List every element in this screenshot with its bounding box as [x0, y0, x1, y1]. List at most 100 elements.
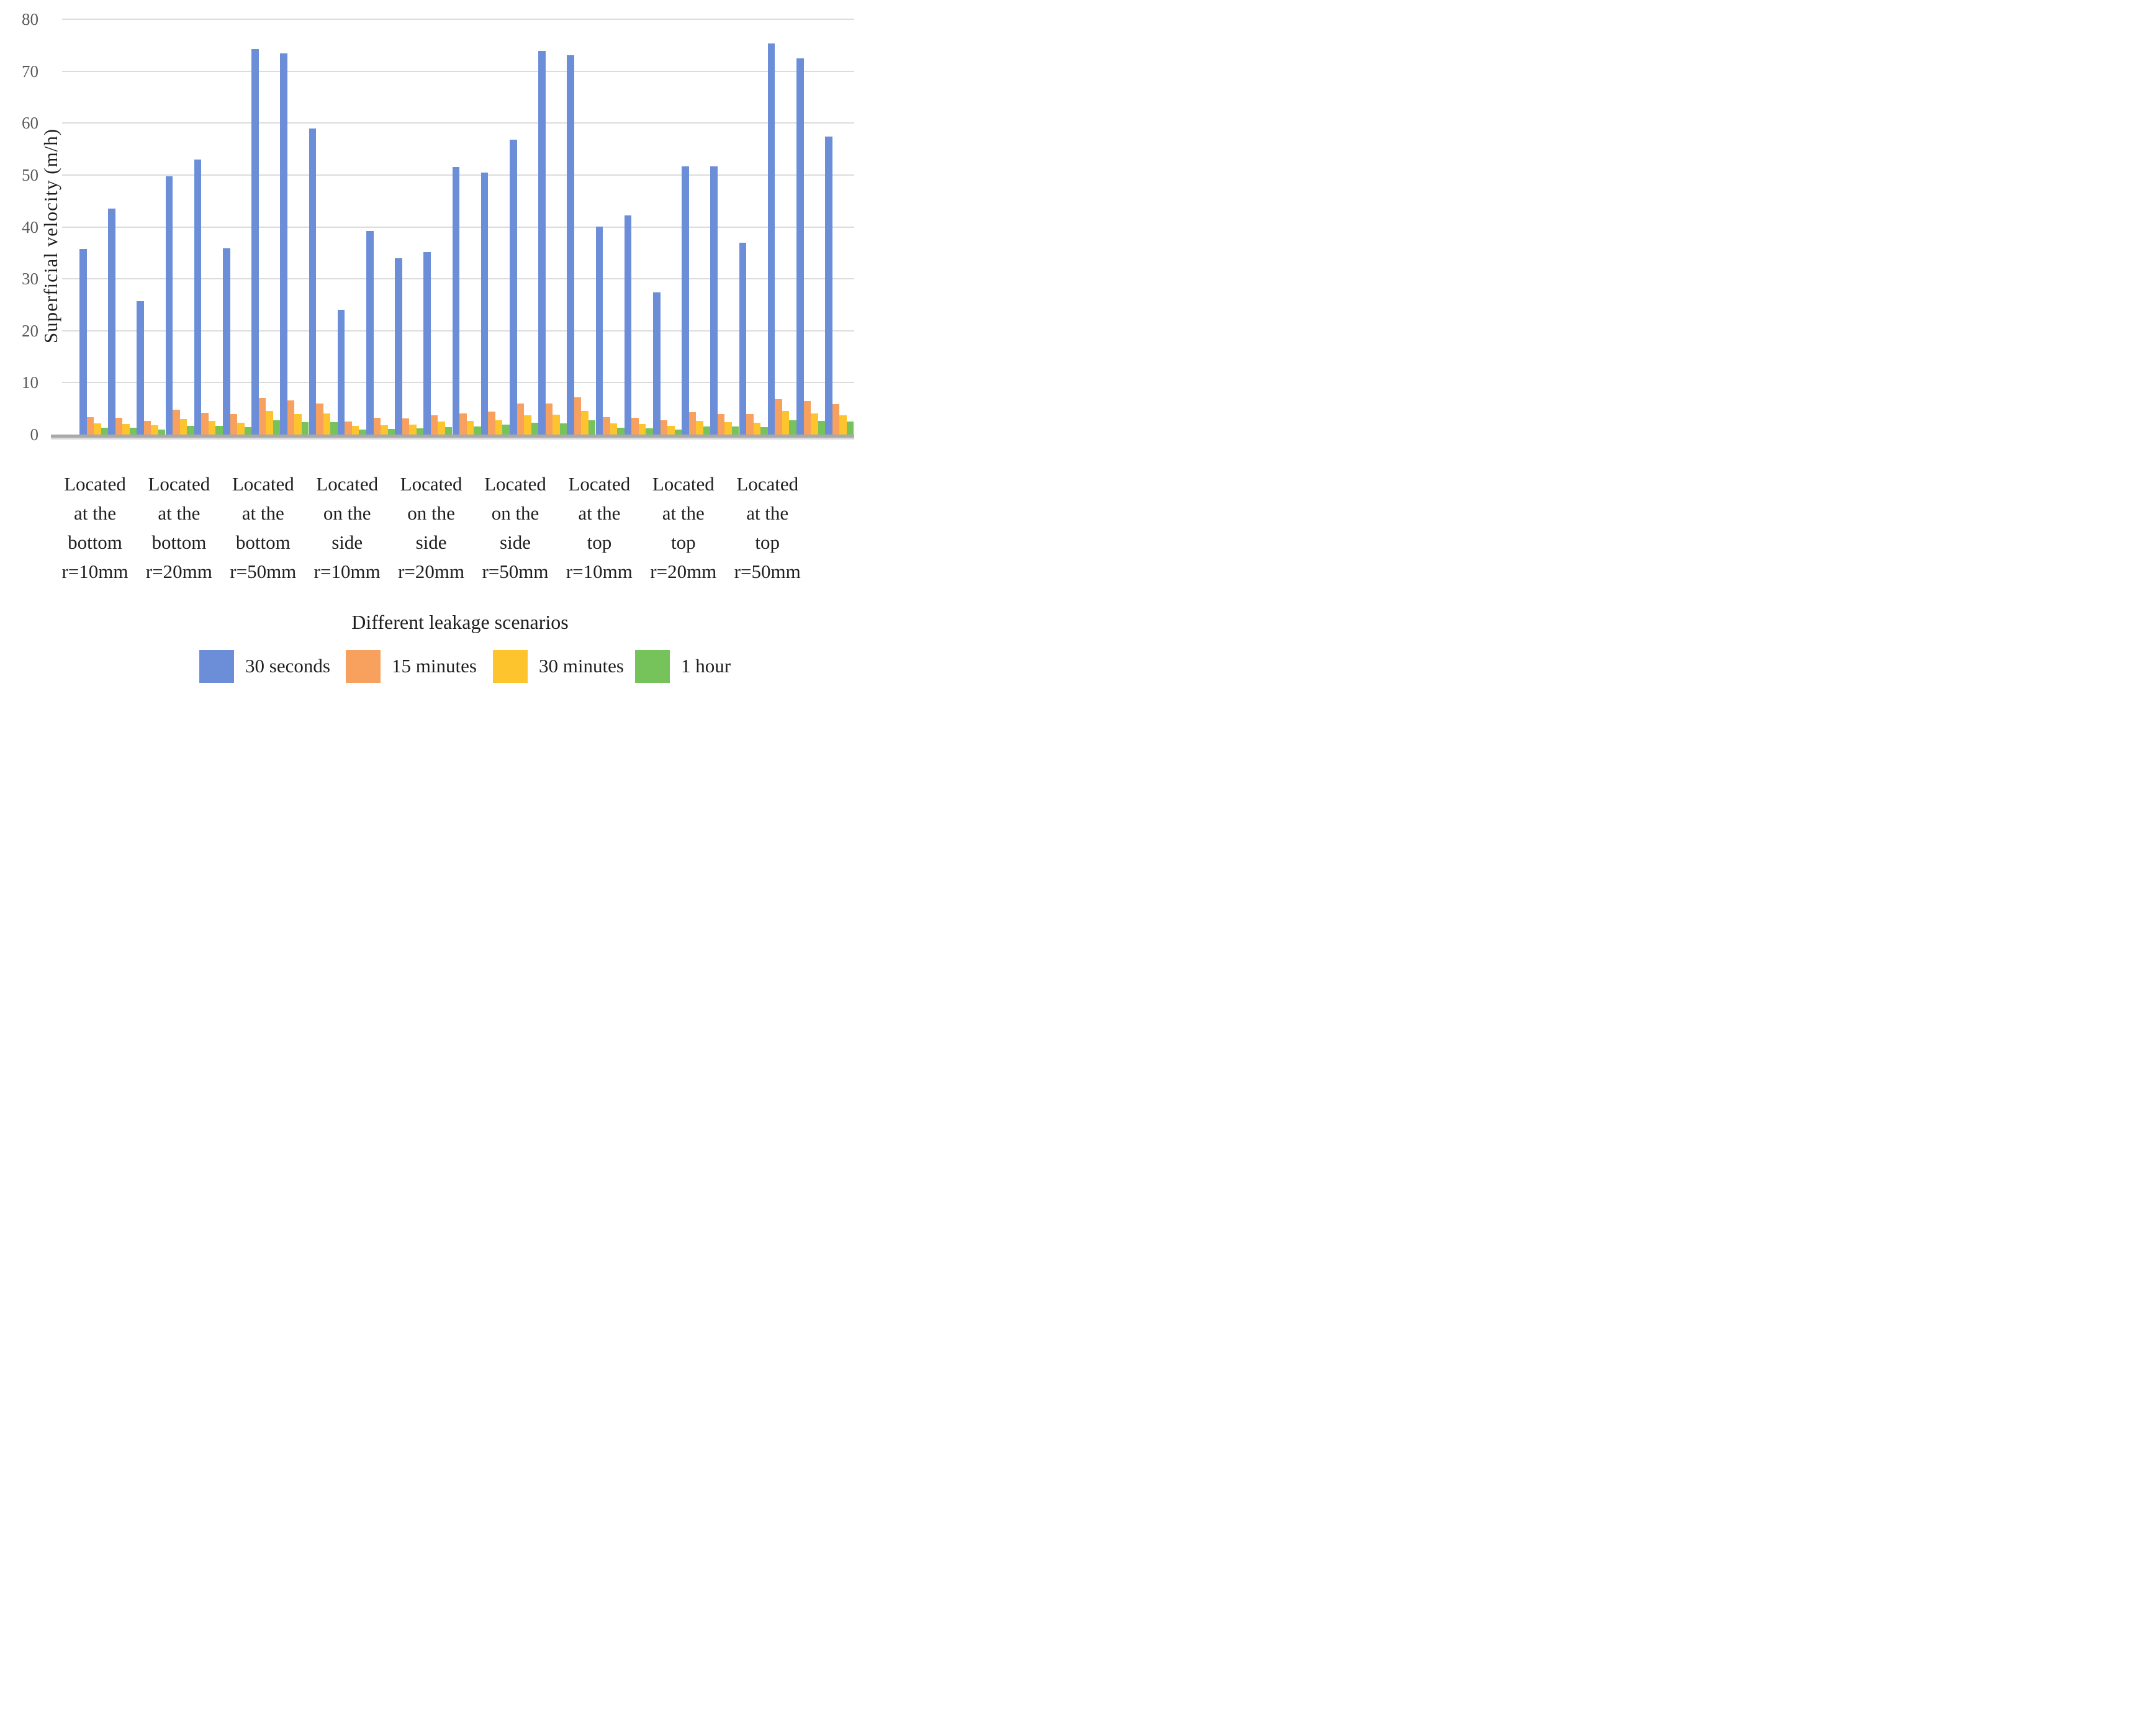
y-axis-title: Superficial velocity (m/h) — [40, 128, 61, 344]
x-category-label-9: Located at the top r=50mm — [721, 469, 814, 586]
bar-30-minutes-group-19 — [610, 423, 618, 435]
bar-30-seconds-group-4 — [165, 176, 173, 435]
bar-15-minutes-group-6 — [230, 414, 237, 435]
bar-30-minutes-group-13 — [438, 422, 445, 435]
x-category-label-line: bottom — [235, 531, 291, 553]
bar-15-minutes-group-22 — [688, 412, 697, 435]
bar-30-seconds-group-7 — [251, 48, 259, 435]
bar-1-hour-group-26 — [818, 421, 825, 435]
bar-30-seconds-group-17 — [538, 51, 546, 435]
bar-30-seconds-group-15 — [480, 172, 489, 435]
bar-1-hour-group-24 — [760, 427, 768, 435]
bar-15-minutes-group-2 — [115, 418, 123, 435]
bar-1-hour-group-18 — [588, 420, 596, 435]
x-category-label-2: Located at the bottom r=20mm — [132, 469, 225, 586]
bar-1-hour-group-14 — [474, 426, 481, 435]
bar-15-minutes-group-15 — [488, 412, 495, 435]
bar-30-minutes-group-25 — [782, 411, 790, 435]
bar-1-hour-group-16 — [531, 422, 538, 435]
bar-30-seconds-group-12 — [395, 258, 402, 435]
bar-15-minutes-group-13 — [430, 415, 438, 435]
bar-1-hour-group-3 — [158, 429, 166, 435]
legend-item-15-minutes: 15 minutes — [346, 649, 477, 683]
x-category-label-line: Located — [148, 473, 210, 495]
y-tick-10: 10 — [22, 373, 38, 392]
bar-1-hour-group-1 — [101, 428, 108, 435]
y-tick-30: 30 — [22, 269, 38, 289]
bar-30-seconds-group-26 — [796, 58, 804, 435]
x-category-label-line: at the — [662, 502, 705, 524]
legend-swatch-1-hour — [635, 649, 670, 683]
x-category-label-line: r=10mm — [566, 561, 633, 582]
x-category-label-line: on the — [491, 502, 539, 524]
x-category-label-line: Located — [652, 473, 715, 495]
bar-30-minutes-group-17 — [553, 415, 560, 435]
bar-1-hour-group-12 — [416, 428, 424, 435]
y-tick-70: 70 — [22, 61, 38, 81]
bar-30-seconds-group-16 — [510, 140, 517, 435]
bar-15-minutes-group-27 — [832, 404, 840, 435]
bar-30-minutes-group-10 — [351, 425, 359, 435]
x-category-label-line: r=10mm — [61, 561, 129, 582]
bar-1-hour-group-4 — [187, 425, 194, 435]
bar-30-minutes-group-24 — [753, 422, 761, 435]
x-category-label-line: r=20mm — [145, 561, 212, 582]
y-tick-50: 50 — [22, 165, 38, 184]
bar-30-minutes-group-26 — [811, 413, 818, 435]
x-axis-title: Different leakage scenarios — [351, 611, 569, 633]
bar-15-minutes-group-16 — [516, 403, 524, 435]
bar-30-seconds-group-23 — [710, 166, 718, 435]
bar-30-seconds-group-11 — [366, 231, 374, 435]
x-category-label-6: Located on the side r=50mm — [469, 469, 562, 586]
x-category-label-line: Located — [736, 473, 799, 495]
legend-label-15-minutes: 15 minutes — [392, 655, 477, 677]
x-category-label-line: at the — [241, 502, 284, 524]
bar-15-minutes-group-7 — [258, 398, 266, 435]
bar-30-minutes-group-22 — [696, 421, 703, 435]
bar-15-minutes-group-8 — [287, 400, 295, 435]
plot-area — [62, 19, 854, 435]
x-axis-line — [51, 435, 854, 440]
x-category-label-line: side — [332, 531, 363, 553]
bar-15-minutes-group-1 — [86, 417, 94, 435]
bar-30-minutes-group-7 — [266, 411, 273, 435]
x-category-label-line: on the — [323, 502, 371, 524]
legend-label-30-minutes: 30 minutes — [539, 655, 624, 677]
bar-30-minutes-group-12 — [409, 425, 417, 435]
bar-30-seconds-group-18 — [567, 55, 574, 435]
bar-30-seconds-group-22 — [682, 166, 689, 435]
x-category-label-line: at the — [158, 502, 201, 524]
bar-30-seconds-group-14 — [452, 166, 460, 435]
bar-30-seconds-group-3 — [137, 301, 144, 435]
x-category-label-line: side — [500, 531, 531, 553]
legend-swatch-30-minutes — [493, 649, 528, 683]
bar-15-minutes-group-18 — [574, 397, 582, 435]
x-category-label-line: Located — [316, 473, 379, 495]
legend-label-1-hour: 1 hour — [681, 655, 731, 677]
y-tick-60: 60 — [22, 114, 38, 133]
gridline-80 — [62, 19, 854, 20]
x-category-label-line: at the — [578, 502, 621, 524]
y-tick-40: 40 — [22, 217, 38, 237]
bar-30-minutes-group-2 — [122, 424, 130, 435]
legend-item-1-hour: 1 hour — [635, 649, 731, 683]
bar-30-minutes-group-16 — [524, 415, 531, 435]
bar-15-minutes-group-20 — [631, 418, 639, 435]
bar-15-minutes-group-12 — [402, 418, 410, 435]
bar-1-hour-group-13 — [444, 427, 453, 435]
x-category-label-line: Located — [400, 473, 462, 495]
x-category-label-line: Located — [232, 473, 294, 495]
bar-30-seconds-group-10 — [337, 310, 345, 435]
bar-1-hour-group-21 — [674, 429, 682, 435]
legend-label-30-seconds: 30 seconds — [245, 655, 330, 677]
bar-30-seconds-group-13 — [423, 251, 431, 435]
x-category-label-4: Located on the side r=10mm — [300, 469, 394, 586]
bar-30-seconds-group-24 — [739, 242, 747, 435]
bar-30-minutes-group-20 — [638, 424, 646, 435]
bar-15-minutes-group-24 — [746, 414, 754, 435]
bar-1-hour-group-8 — [301, 422, 309, 435]
bar-30-minutes-group-3 — [151, 425, 158, 435]
bar-15-minutes-group-21 — [660, 420, 667, 435]
x-category-label-5: Located on the side r=20mm — [385, 469, 478, 586]
bar-30-seconds-group-25 — [767, 43, 775, 435]
